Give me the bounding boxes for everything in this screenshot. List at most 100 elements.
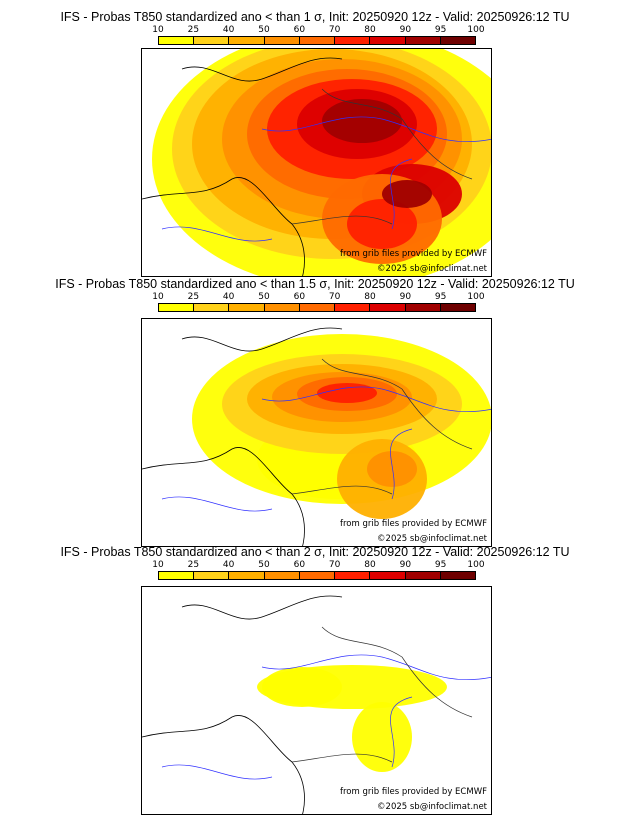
colorbar-tick: 80 [364, 25, 376, 35]
colorbar-swatch [299, 304, 336, 311]
map-title: IFS - Probas T850 standardized ano < tha… [60, 545, 570, 559]
coastline [181, 327, 343, 352]
colorbar-tick: 100 [467, 25, 485, 35]
colorbar-tick: 10 [152, 560, 164, 570]
probability-area [262, 667, 342, 707]
colorbar [158, 571, 476, 580]
colorbar-tick: 100 [467, 560, 485, 570]
map-panel: from grib files provided by ECMWF ©2025 … [141, 48, 492, 277]
colorbar-swatch [159, 572, 195, 579]
coastline [142, 715, 305, 814]
map-title: IFS - Probas T850 standardized ano < tha… [55, 277, 575, 291]
coastline [142, 177, 305, 276]
colorbar-swatch [229, 37, 265, 44]
probability-area [322, 99, 402, 143]
colorbar-swatch [194, 304, 230, 311]
colorbar-tick: 40 [222, 25, 235, 35]
map-field [142, 595, 491, 814]
colorbar-tick: 40 [222, 560, 235, 570]
colorbar-swatch [264, 572, 300, 579]
border [291, 358, 473, 495]
probability-area [317, 383, 377, 403]
coastline [142, 447, 305, 546]
colorbar-tick: 60 [293, 292, 306, 302]
colorbar-tick: 70 [328, 25, 341, 35]
colorbar-swatch [370, 304, 406, 311]
colorbar-tick: 80 [364, 560, 376, 570]
copyright: ©2025 sb@infoclimat.net [377, 264, 487, 274]
colorbar [158, 303, 476, 312]
colorbar-tick: 70 [328, 560, 341, 570]
colorbar-tick: 50 [258, 25, 270, 35]
colorbar-swatch [264, 37, 300, 44]
colorbar-swatch [405, 572, 441, 579]
colorbar-swatch [229, 572, 265, 579]
colorbar-swatch [194, 37, 230, 44]
river [161, 158, 413, 242]
colorbar-swatch [370, 572, 406, 579]
colorbar-swatch [264, 304, 300, 311]
colorbar-swatch [299, 572, 336, 579]
probability-area [347, 199, 417, 249]
colorbar-tick: 50 [258, 560, 270, 570]
colorbar-tick: 60 [293, 560, 306, 570]
colorbar-tick: 90 [399, 560, 412, 570]
colorbar-swatch [335, 304, 371, 311]
colorbar-tick: 100 [467, 292, 485, 302]
colorbar-swatch [299, 37, 336, 44]
river [261, 116, 491, 143]
border [291, 626, 473, 763]
map-field [142, 49, 491, 276]
colorbar-swatch [405, 304, 441, 311]
border [291, 88, 473, 225]
map-field [142, 327, 491, 546]
colorbar-tick: 95 [434, 292, 447, 302]
colorbar-swatch [159, 304, 195, 311]
copyright: ©2025 sb@infoclimat.net [377, 802, 487, 812]
colorbar-tick: 60 [293, 25, 306, 35]
colorbar-swatch [370, 37, 406, 44]
map-panel: from grib files provided by ECMWF ©2025 … [141, 318, 492, 547]
colorbar [158, 36, 476, 45]
colorbar-tick: 70 [328, 292, 341, 302]
colorbar-swatch [229, 304, 265, 311]
map-panel: from grib files provided by ECMWF ©2025 … [141, 586, 492, 815]
colorbar-ticks: 10 25 40 50 60 70 80 90 95 100 [152, 560, 484, 570]
coastline [181, 57, 343, 82]
colorbar-ticks: 10 25 40 50 60 70 80 90 95 100 [152, 25, 484, 35]
map-title: IFS - Probas T850 standardized ano < tha… [60, 10, 570, 24]
colorbar-tick: 25 [187, 560, 200, 570]
data-credit: from grib files provided by ECMWF [340, 787, 487, 797]
probability-area [352, 702, 412, 772]
data-credit: from grib files provided by ECMWF [340, 519, 487, 529]
colorbar-tick: 95 [434, 560, 447, 570]
colorbar-tick: 80 [364, 292, 376, 302]
colorbar-swatch [194, 572, 230, 579]
colorbar-swatch [159, 37, 195, 44]
colorbar-swatch [405, 37, 441, 44]
river [261, 654, 491, 681]
probability-area [382, 180, 432, 208]
colorbar-tick: 10 [152, 292, 164, 302]
probability-area [367, 451, 417, 487]
colorbar-tick: 50 [258, 292, 270, 302]
colorbar-tick: 25 [187, 292, 200, 302]
colorbar-swatch [440, 37, 475, 44]
copyright: ©2025 sb@infoclimat.net [377, 534, 487, 544]
river [161, 428, 413, 512]
river [161, 696, 413, 780]
colorbar-tick: 40 [222, 292, 235, 302]
colorbar-swatch [335, 37, 371, 44]
colorbar-tick: 25 [187, 25, 200, 35]
colorbar-ticks: 10 25 40 50 60 70 80 90 95 100 [152, 292, 484, 302]
colorbar-tick: 90 [399, 25, 412, 35]
colorbar-swatch [440, 572, 475, 579]
coastline [181, 595, 343, 620]
colorbar-tick: 95 [434, 25, 447, 35]
data-credit: from grib files provided by ECMWF [340, 249, 487, 259]
colorbar-tick: 90 [399, 292, 412, 302]
colorbar-swatch [335, 572, 371, 579]
colorbar-tick: 10 [152, 25, 164, 35]
colorbar-swatch [440, 304, 475, 311]
river [261, 386, 491, 413]
